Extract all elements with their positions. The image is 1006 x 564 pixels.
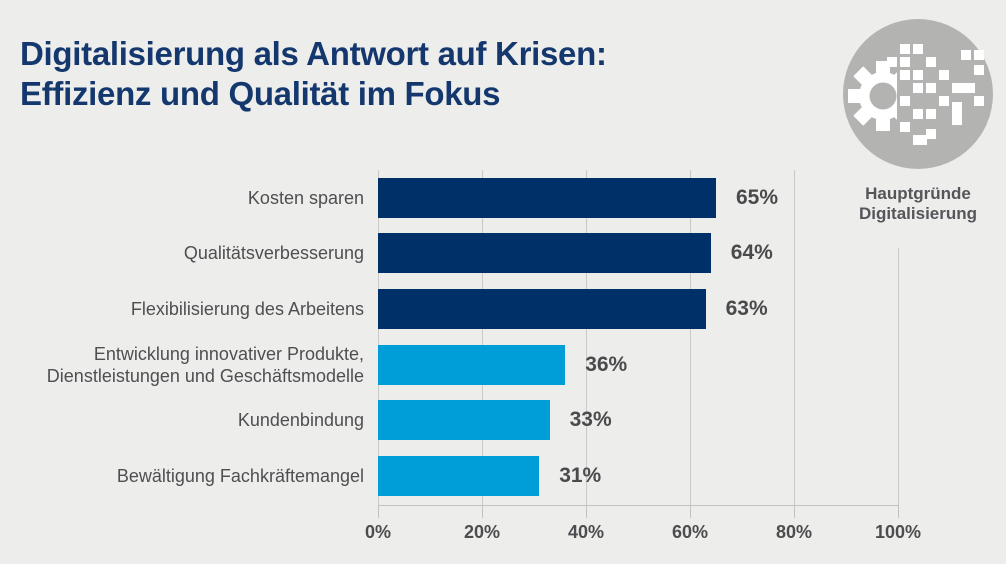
icon-badge: Hauptgründe Digitalisierung	[843, 19, 993, 224]
bar-row: Kosten sparen 65%	[30, 170, 990, 226]
category-label-line: Kosten sparen	[247, 187, 364, 208]
page-title: Digitalisierung als Antwort auf Krisen: …	[20, 34, 607, 114]
x-axis-line	[378, 505, 899, 506]
axis-tick-label-20%: 20%	[463, 522, 501, 542]
axis-tick-20%	[482, 505, 483, 518]
axis-tick-label-100%: 100%	[874, 522, 922, 542]
value-label: 31%	[559, 463, 602, 487]
category-label-line: Bewältigung Fachkräftemangel	[116, 465, 364, 486]
bar	[378, 400, 550, 441]
category-label-line: Entwicklung innovativer Produkte,	[93, 343, 364, 364]
bar-track: 63%	[378, 281, 990, 337]
category-label-line: Qualitätsverbesserung	[183, 243, 364, 264]
value-label: 65%	[736, 185, 779, 209]
bar-track: 33%	[378, 392, 990, 448]
bar	[378, 344, 566, 385]
axis-tick-0%	[378, 505, 379, 518]
bar-track: 31%	[378, 448, 990, 504]
axis-tick-label-60%: 60%	[671, 522, 709, 542]
chart-caption-line-1: Hauptgründe	[865, 184, 971, 203]
gear-glyph	[848, 61, 897, 131]
bar-row: Bewältigung Fachkräftemangel 31%	[30, 448, 990, 504]
axis-tick-40%	[586, 505, 587, 518]
gridline-40%	[586, 170, 587, 505]
page-title-line-2: Effizienz und Qualität im Fokus	[20, 75, 501, 113]
axis-tick-label-40%: 40%	[567, 522, 605, 542]
bar-row: Flexibilisierung des Arbeitens 63%	[30, 281, 990, 337]
pixel-mosaic	[887, 44, 984, 145]
gridline-100%	[898, 248, 899, 505]
category-label: Flexibilisierung des Arbeitens	[30, 298, 378, 320]
gridline-60%	[690, 170, 691, 505]
category-label: Kosten sparen	[30, 187, 378, 209]
bar-track: 36%	[378, 337, 990, 393]
axis-tick-100%	[898, 505, 899, 518]
bar-row: Qualitätsverbesserung 64%	[30, 226, 990, 282]
bar	[378, 288, 706, 329]
axis-tick-60%	[690, 505, 691, 518]
category-label: Entwicklung innovativer Produkte, Dienstl…	[30, 343, 378, 387]
category-label: Kundenbindung	[30, 409, 378, 431]
bar-track: 65%	[378, 170, 990, 226]
chart-caption-line-2: Digitalisierung	[858, 204, 978, 223]
gridline-0%	[378, 170, 379, 505]
pixelated-gear-icon	[843, 19, 993, 169]
bar-row: Entwicklung innovativer Produkte, Dienstl…	[30, 337, 990, 393]
value-label: 63%	[725, 296, 768, 320]
axis-tick-label-0%: 0%	[364, 522, 392, 542]
bar-row: Kundenbindung 33%	[30, 392, 990, 448]
gridline-80%	[794, 170, 795, 505]
value-label: 64%	[730, 241, 773, 265]
bar-chart: 0% 20% 40% 60% 80% 100% Kosten sparen 65% Quali…	[30, 170, 990, 564]
plot-area: 0% 20% 40% 60% 80% 100%	[365, 170, 921, 542]
bar	[378, 455, 540, 496]
category-label-line: Flexibilisierung des Arbeitens	[130, 298, 364, 319]
category-label-line: Kundenbindung	[237, 410, 364, 431]
category-label: Bewältigung Fachkräftemangel	[30, 465, 378, 487]
value-label: 33%	[569, 408, 612, 432]
value-label: 36%	[585, 352, 628, 376]
chart-caption: Hauptgründe Digitalisierung	[843, 184, 993, 224]
category-label-line: Dienstleistungen und Geschäftsmodelle	[46, 365, 364, 386]
category-label: Qualitätsverbesserung	[30, 242, 378, 264]
page-title-line-1: Digitalisierung als Antwort auf Krisen:	[20, 35, 607, 73]
bar	[378, 177, 716, 218]
axis-tick-80%	[794, 505, 795, 518]
bar-track: 64%	[378, 226, 990, 282]
axis-tick-label-80%: 80%	[775, 522, 813, 542]
bar	[378, 233, 711, 274]
badge-circle	[843, 19, 993, 169]
gridline-20%	[482, 170, 483, 505]
